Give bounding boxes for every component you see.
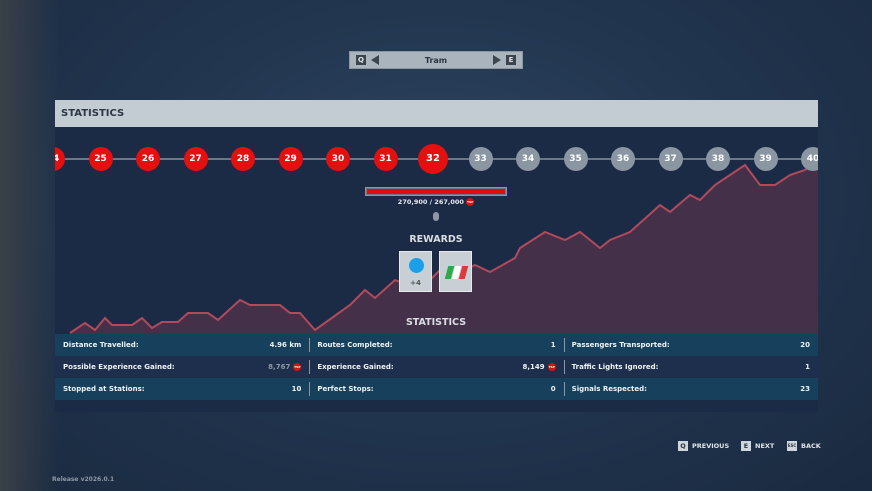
level-39[interactable]: 39	[753, 147, 778, 171]
tsp-currency-icon: TSP	[547, 363, 556, 371]
stat-cell: Experience Gained: 8,149 TSP	[309, 356, 563, 378]
stat-label: Possible Experience Gained:	[63, 363, 175, 371]
previous-button[interactable]: Q PREVIOUS	[678, 441, 729, 451]
level-26[interactable]: 26	[136, 147, 160, 171]
next-vehicle-arrow-icon[interactable]	[493, 55, 501, 65]
stat-value: 8,767	[268, 363, 291, 371]
statistics-table: Distance Travelled: 4.96 km Routes Complet…	[55, 334, 818, 400]
stat-label: Distance Travelled:	[63, 341, 139, 349]
xp-progress-value: 270,900 / 267,000	[397, 198, 464, 206]
stat-cell: Routes Completed: 1	[309, 334, 563, 356]
stat-cell: Stopped at Stations: 10	[55, 378, 309, 400]
stat-cell: Passengers Transported: 20	[563, 334, 818, 356]
stat-cell: Perfect Stops: 0	[309, 378, 563, 400]
level-28[interactable]: 28	[231, 147, 255, 171]
e-key-icon: E	[741, 441, 751, 451]
level-40[interactable]: 40	[801, 147, 818, 171]
stat-label: Perfect Stops:	[317, 385, 374, 393]
vehicle-swap-icon	[409, 258, 424, 273]
xp-progress-bar	[365, 187, 507, 196]
stats-row: Distance Travelled: 4.96 km Routes Complet…	[55, 334, 818, 356]
next-label: NEXT	[755, 442, 775, 450]
back-button[interactable]: ESC BACK	[787, 441, 821, 451]
vehicle-selector[interactable]: Q Tram E	[349, 51, 523, 69]
level-31[interactable]: 31	[373, 147, 398, 171]
q-key-icon: Q	[356, 55, 366, 65]
stat-cell: Signals Respected: 23	[563, 378, 818, 400]
stat-cell: Possible Experience Gained: 8,767 TSP	[55, 356, 309, 378]
statistics-title: STATISTICS	[405, 317, 467, 328]
stat-cell: Traffic Lights Ignored: 1	[563, 356, 818, 378]
level-27[interactable]: 27	[183, 147, 208, 171]
level-36[interactable]: 36	[611, 147, 635, 171]
xp-progress-fill	[367, 189, 505, 194]
mouse-scroll-icon	[433, 212, 439, 221]
level-38[interactable]: 38	[706, 147, 730, 171]
stat-value: 20	[800, 341, 810, 349]
stats-row: Possible Experience Gained: 8,767 TSP Expe…	[55, 356, 818, 378]
tsp-currency-icon: TSP	[466, 198, 475, 206]
stat-label: Routes Completed:	[317, 341, 393, 349]
level-24[interactable]: 24	[55, 147, 65, 171]
background-shade	[0, 0, 60, 491]
level-35[interactable]: 35	[563, 147, 588, 171]
stat-cell: Distance Travelled: 4.96 km	[55, 334, 309, 356]
stat-value: 23	[800, 385, 810, 393]
release-version: Release v2026.0.1	[52, 476, 115, 483]
reward-vehicle-swap[interactable]: +4	[399, 251, 432, 292]
stat-label: Stopped at Stations:	[63, 385, 145, 393]
rewards-title: REWARDS	[409, 234, 463, 245]
vehicle-name: Tram	[424, 55, 448, 65]
tsp-currency-icon: TSP	[293, 363, 302, 371]
q-key-icon: Q	[678, 441, 688, 451]
panel-title: STATISTICS	[55, 100, 818, 127]
esc-key-icon: ESC	[787, 441, 797, 451]
reward-italian-livery[interactable]	[439, 251, 472, 292]
stat-value: 4.96 km	[269, 341, 302, 349]
stat-label: Experience Gained:	[317, 363, 394, 371]
level-33[interactable]: 33	[468, 147, 493, 171]
level-25[interactable]: 25	[88, 147, 113, 171]
previous-vehicle-arrow-icon[interactable]	[371, 55, 379, 65]
stat-value: 1	[550, 341, 556, 349]
reward-label: +4	[410, 279, 421, 287]
previous-label: PREVIOUS	[692, 442, 730, 450]
stat-label: Traffic Lights Ignored:	[571, 363, 659, 371]
stat-label: Signals Respected:	[571, 385, 647, 393]
next-button[interactable]: E NEXT	[741, 441, 774, 451]
graph-area	[70, 160, 818, 337]
stat-value: 0	[550, 385, 556, 393]
stats-row: Stopped at Stations: 10 Perfect Stops: 0 Sig…	[55, 378, 818, 400]
level-37[interactable]: 37	[658, 147, 683, 171]
xp-progress-text: 270,900 / 267,000 TSP	[365, 198, 507, 206]
level-32[interactable]: 32	[418, 144, 448, 174]
level-34[interactable]: 34	[516, 147, 540, 171]
level-30[interactable]: 30	[326, 147, 350, 171]
e-key-icon: E	[506, 55, 516, 65]
back-label: BACK	[801, 442, 821, 450]
stat-label: Passengers Transported:	[571, 341, 670, 349]
italian-flag-livery-icon	[444, 266, 469, 279]
stat-value: 8,149	[522, 363, 545, 371]
stat-value: 1	[805, 363, 810, 371]
stat-value: 10	[291, 385, 302, 393]
level-29[interactable]: 29	[278, 147, 303, 171]
